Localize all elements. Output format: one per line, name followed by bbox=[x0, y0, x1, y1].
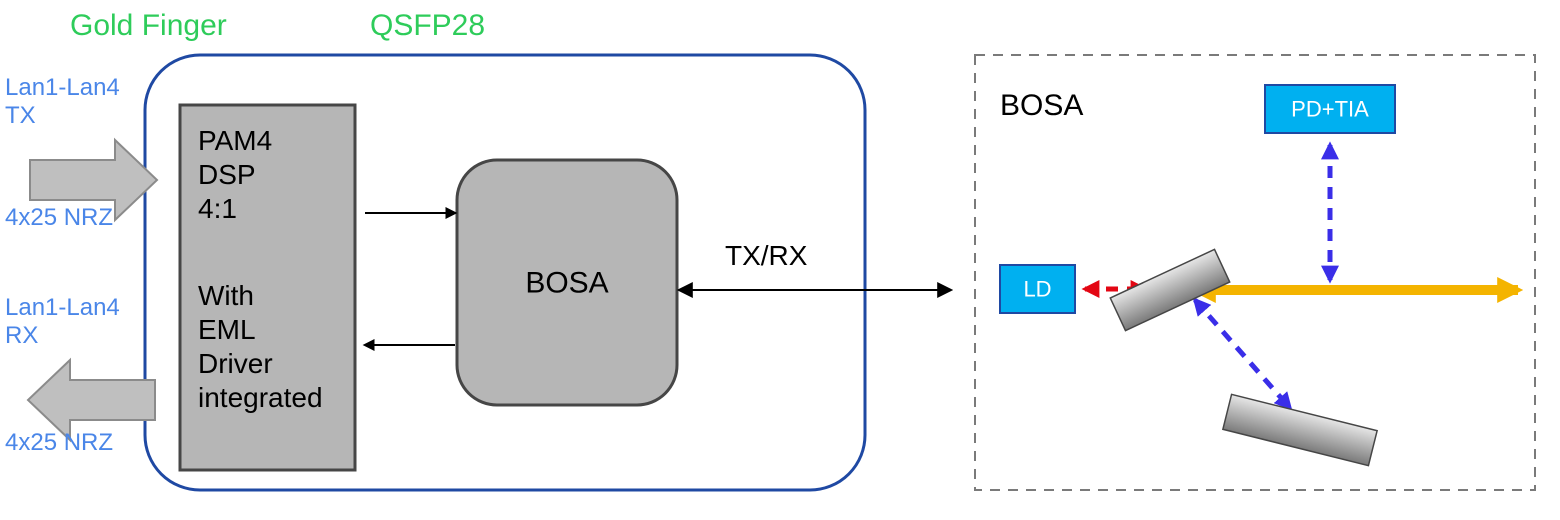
dsp-text-top-2: 4:1 bbox=[198, 193, 237, 224]
label-lan-tx-0: Lan1-Lan4 bbox=[5, 74, 120, 101]
label-rate-rx: 4x25 NRZ bbox=[5, 429, 113, 456]
label-lan-tx-1: TX bbox=[5, 102, 36, 129]
label-gold-finger: Gold Finger bbox=[70, 9, 227, 42]
pdtia-label: PD+TIA bbox=[1291, 97, 1369, 122]
dsp-text-bottom-1: EML bbox=[198, 314, 256, 345]
label-txrx: TX/RX bbox=[725, 240, 808, 271]
arrow-lan-rx bbox=[28, 360, 155, 440]
dsp-text-bottom-2: Driver bbox=[198, 348, 273, 379]
label-rate-tx: 4x25 NRZ bbox=[5, 204, 113, 231]
bosa-detail-title: BOSA bbox=[1000, 89, 1083, 122]
dsp-text-top-1: DSP bbox=[198, 159, 256, 190]
label-lan-rx-1: RX bbox=[5, 322, 38, 349]
dsp-text-top-0: PAM4 bbox=[198, 125, 272, 156]
bosa-block-label: BOSA bbox=[525, 267, 608, 300]
dsp-text-bottom-0: With bbox=[198, 280, 254, 311]
label-qsfp28: QSFP28 bbox=[370, 9, 485, 42]
optical-mirror bbox=[1223, 394, 1377, 465]
label-lan-rx-0: Lan1-Lan4 bbox=[5, 294, 120, 321]
dsp-text-bottom-3: integrated bbox=[198, 382, 323, 413]
arrow-mirror-blue bbox=[1195, 300, 1290, 408]
ld-label: LD bbox=[1023, 277, 1051, 302]
